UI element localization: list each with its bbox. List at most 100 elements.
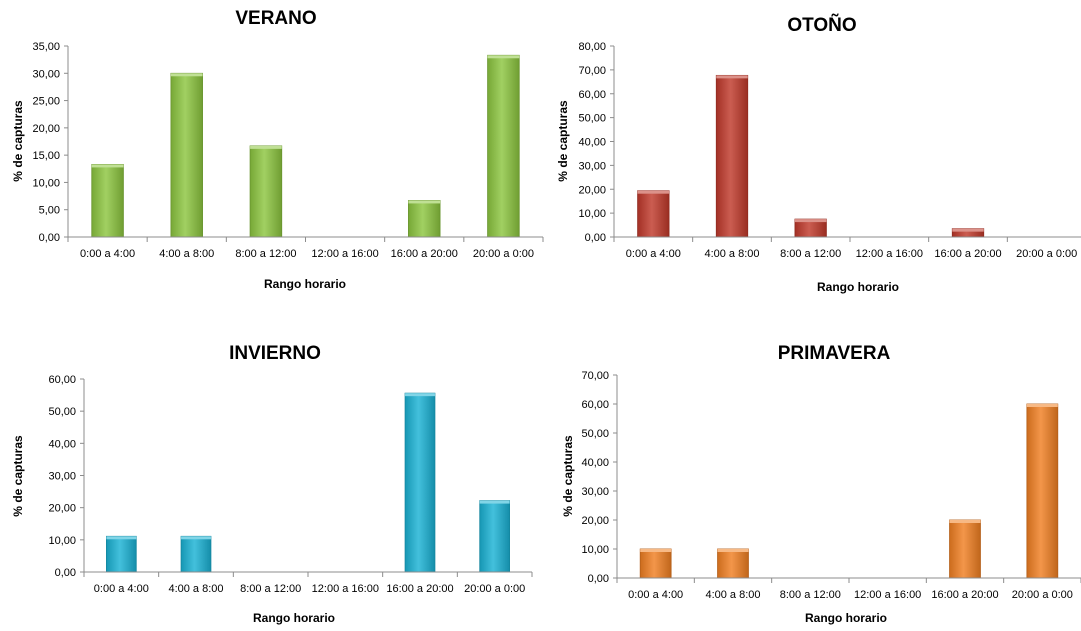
y-tick-label: 20,00	[48, 503, 76, 515]
chart-otono: OTOÑO % de capturas Rango horario 0,00 10…	[556, 14, 1081, 294]
y-tick-label: 35,00	[32, 41, 60, 53]
y-tick-label: 10,00	[578, 208, 606, 220]
bar-top-highlight	[181, 536, 211, 540]
x-tick-label: 0:00 a 4:00	[628, 589, 683, 601]
y-tick-label: 20,00	[578, 184, 606, 196]
bar-top-highlight	[405, 393, 435, 397]
bar-top-highlight	[106, 536, 137, 540]
x-axis-label: Rango horario	[817, 280, 899, 294]
y-tick-label: 0,00	[588, 573, 609, 585]
y-tick-label: 60,00	[581, 399, 609, 411]
bar	[639, 548, 672, 579]
x-tick-label: 4:00 a 8:00	[704, 248, 759, 260]
bar	[717, 548, 749, 579]
bar	[106, 535, 137, 573]
bar	[408, 200, 441, 238]
y-tick-label: 50,00	[578, 113, 606, 125]
bar	[949, 519, 981, 579]
y-axis-label: % de capturas	[11, 100, 25, 182]
bar-top-highlight	[949, 520, 981, 523]
y-tick-label: 20,00	[32, 123, 60, 135]
x-tick-label: 4:00 a 8:00	[159, 248, 214, 260]
x-tick-label: 8:00 a 12:00	[240, 583, 301, 595]
x-tick-label: 16:00 a 20:00	[934, 248, 1001, 260]
y-tick-label: 0,00	[39, 232, 60, 244]
y-tick-label: 5,00	[39, 205, 60, 217]
x-tick-label: 20:00 a 0:00	[473, 248, 534, 260]
x-tick-label: 12:00 a 16:00	[312, 583, 379, 595]
bar	[170, 72, 203, 238]
x-tick-label: 12:00 a 16:00	[856, 248, 923, 260]
y-tick-label: 30,00	[48, 471, 76, 483]
x-tick-label: 16:00 a 20:00	[931, 589, 998, 601]
bar-top-highlight	[408, 200, 441, 204]
x-tick-label: 8:00 a 12:00	[780, 589, 841, 601]
chart-primavera: PRIMAVERA % de capturas Rango horario 0,…	[561, 343, 1081, 625]
bar	[249, 145, 283, 238]
bar	[487, 54, 520, 238]
x-tick-label: 0:00 a 4:00	[94, 583, 149, 595]
x-tick-label: 8:00 a 12:00	[780, 248, 841, 260]
y-tick-label: 50,00	[581, 428, 609, 440]
y-tick-label: 15,00	[32, 150, 60, 162]
bar-top-highlight	[794, 219, 827, 223]
x-tick-label: 20:00 a 0:00	[1012, 589, 1073, 601]
y-tick-label: 30,00	[581, 486, 609, 498]
chart-title: INVIERNO	[229, 343, 321, 364]
y-axis-label: % de capturas	[11, 435, 25, 517]
chart-invierno: INVIERNO % de capturas Rango horario 0,0…	[11, 343, 533, 625]
y-tick-label: 80,00	[578, 41, 606, 53]
bar-top-highlight	[170, 73, 203, 77]
x-axis-label: Rango horario	[253, 611, 335, 625]
bar-top-highlight	[250, 145, 282, 149]
y-tick-label: 70,00	[578, 65, 606, 77]
y-tick-label: 20,00	[581, 515, 609, 527]
bar	[91, 164, 124, 238]
x-tick-label: 16:00 a 20:00	[386, 583, 453, 595]
bar	[479, 500, 511, 573]
y-tick-label: 40,00	[581, 457, 609, 469]
bar-top-highlight	[717, 549, 749, 552]
bar	[637, 190, 670, 238]
y-tick-label: 60,00	[578, 89, 606, 101]
y-tick-label: 10,00	[48, 535, 76, 547]
bar	[1026, 403, 1059, 579]
bar-top-highlight	[479, 500, 510, 504]
bar-top-highlight	[91, 164, 124, 168]
bar-top-highlight	[640, 549, 672, 552]
x-tick-label: 12:00 a 16:00	[311, 248, 378, 260]
bar-top-highlight	[716, 75, 748, 79]
chart-title: VERANO	[235, 8, 316, 29]
x-tick-label: 12:00 a 16:00	[854, 589, 921, 601]
y-axis-label: % de capturas	[556, 100, 570, 182]
y-tick-label: 30,00	[578, 160, 606, 172]
y-tick-label: 40,00	[578, 137, 606, 149]
chart-title: PRIMAVERA	[778, 343, 891, 364]
x-tick-label: 0:00 a 4:00	[626, 248, 681, 260]
y-tick-label: 10,00	[32, 177, 60, 189]
bar	[715, 74, 749, 238]
x-tick-label: 20:00 a 0:00	[464, 583, 525, 595]
bar	[180, 535, 212, 573]
y-tick-label: 70,00	[581, 370, 609, 382]
x-tick-label: 16:00 a 20:00	[391, 248, 458, 260]
y-axis-label: % de capturas	[561, 435, 575, 517]
x-tick-label: 4:00 a 8:00	[705, 589, 760, 601]
y-tick-label: 30,00	[32, 68, 60, 80]
bar-top-highlight	[637, 190, 670, 194]
bar-top-highlight	[487, 55, 520, 59]
y-tick-label: 25,00	[32, 96, 60, 108]
chart-title: OTOÑO	[787, 14, 856, 36]
x-axis-label: Rango horario	[264, 277, 346, 291]
y-tick-label: 10,00	[581, 544, 609, 556]
bar-top-highlight	[952, 228, 984, 232]
y-tick-label: 40,00	[48, 438, 76, 450]
x-axis-label: Rango horario	[805, 611, 887, 625]
y-tick-label: 50,00	[48, 406, 76, 418]
x-tick-label: 20:00 a 0:00	[1016, 248, 1077, 260]
y-tick-label: 0,00	[585, 232, 606, 244]
y-tick-label: 0,00	[55, 567, 76, 579]
y-tick-label: 60,00	[48, 374, 76, 386]
x-tick-label: 8:00 a 12:00	[235, 248, 296, 260]
